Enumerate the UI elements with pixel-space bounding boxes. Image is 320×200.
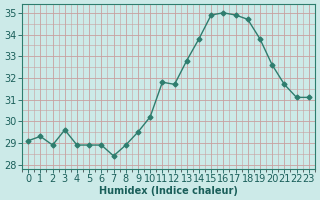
X-axis label: Humidex (Indice chaleur): Humidex (Indice chaleur) xyxy=(99,186,238,196)
